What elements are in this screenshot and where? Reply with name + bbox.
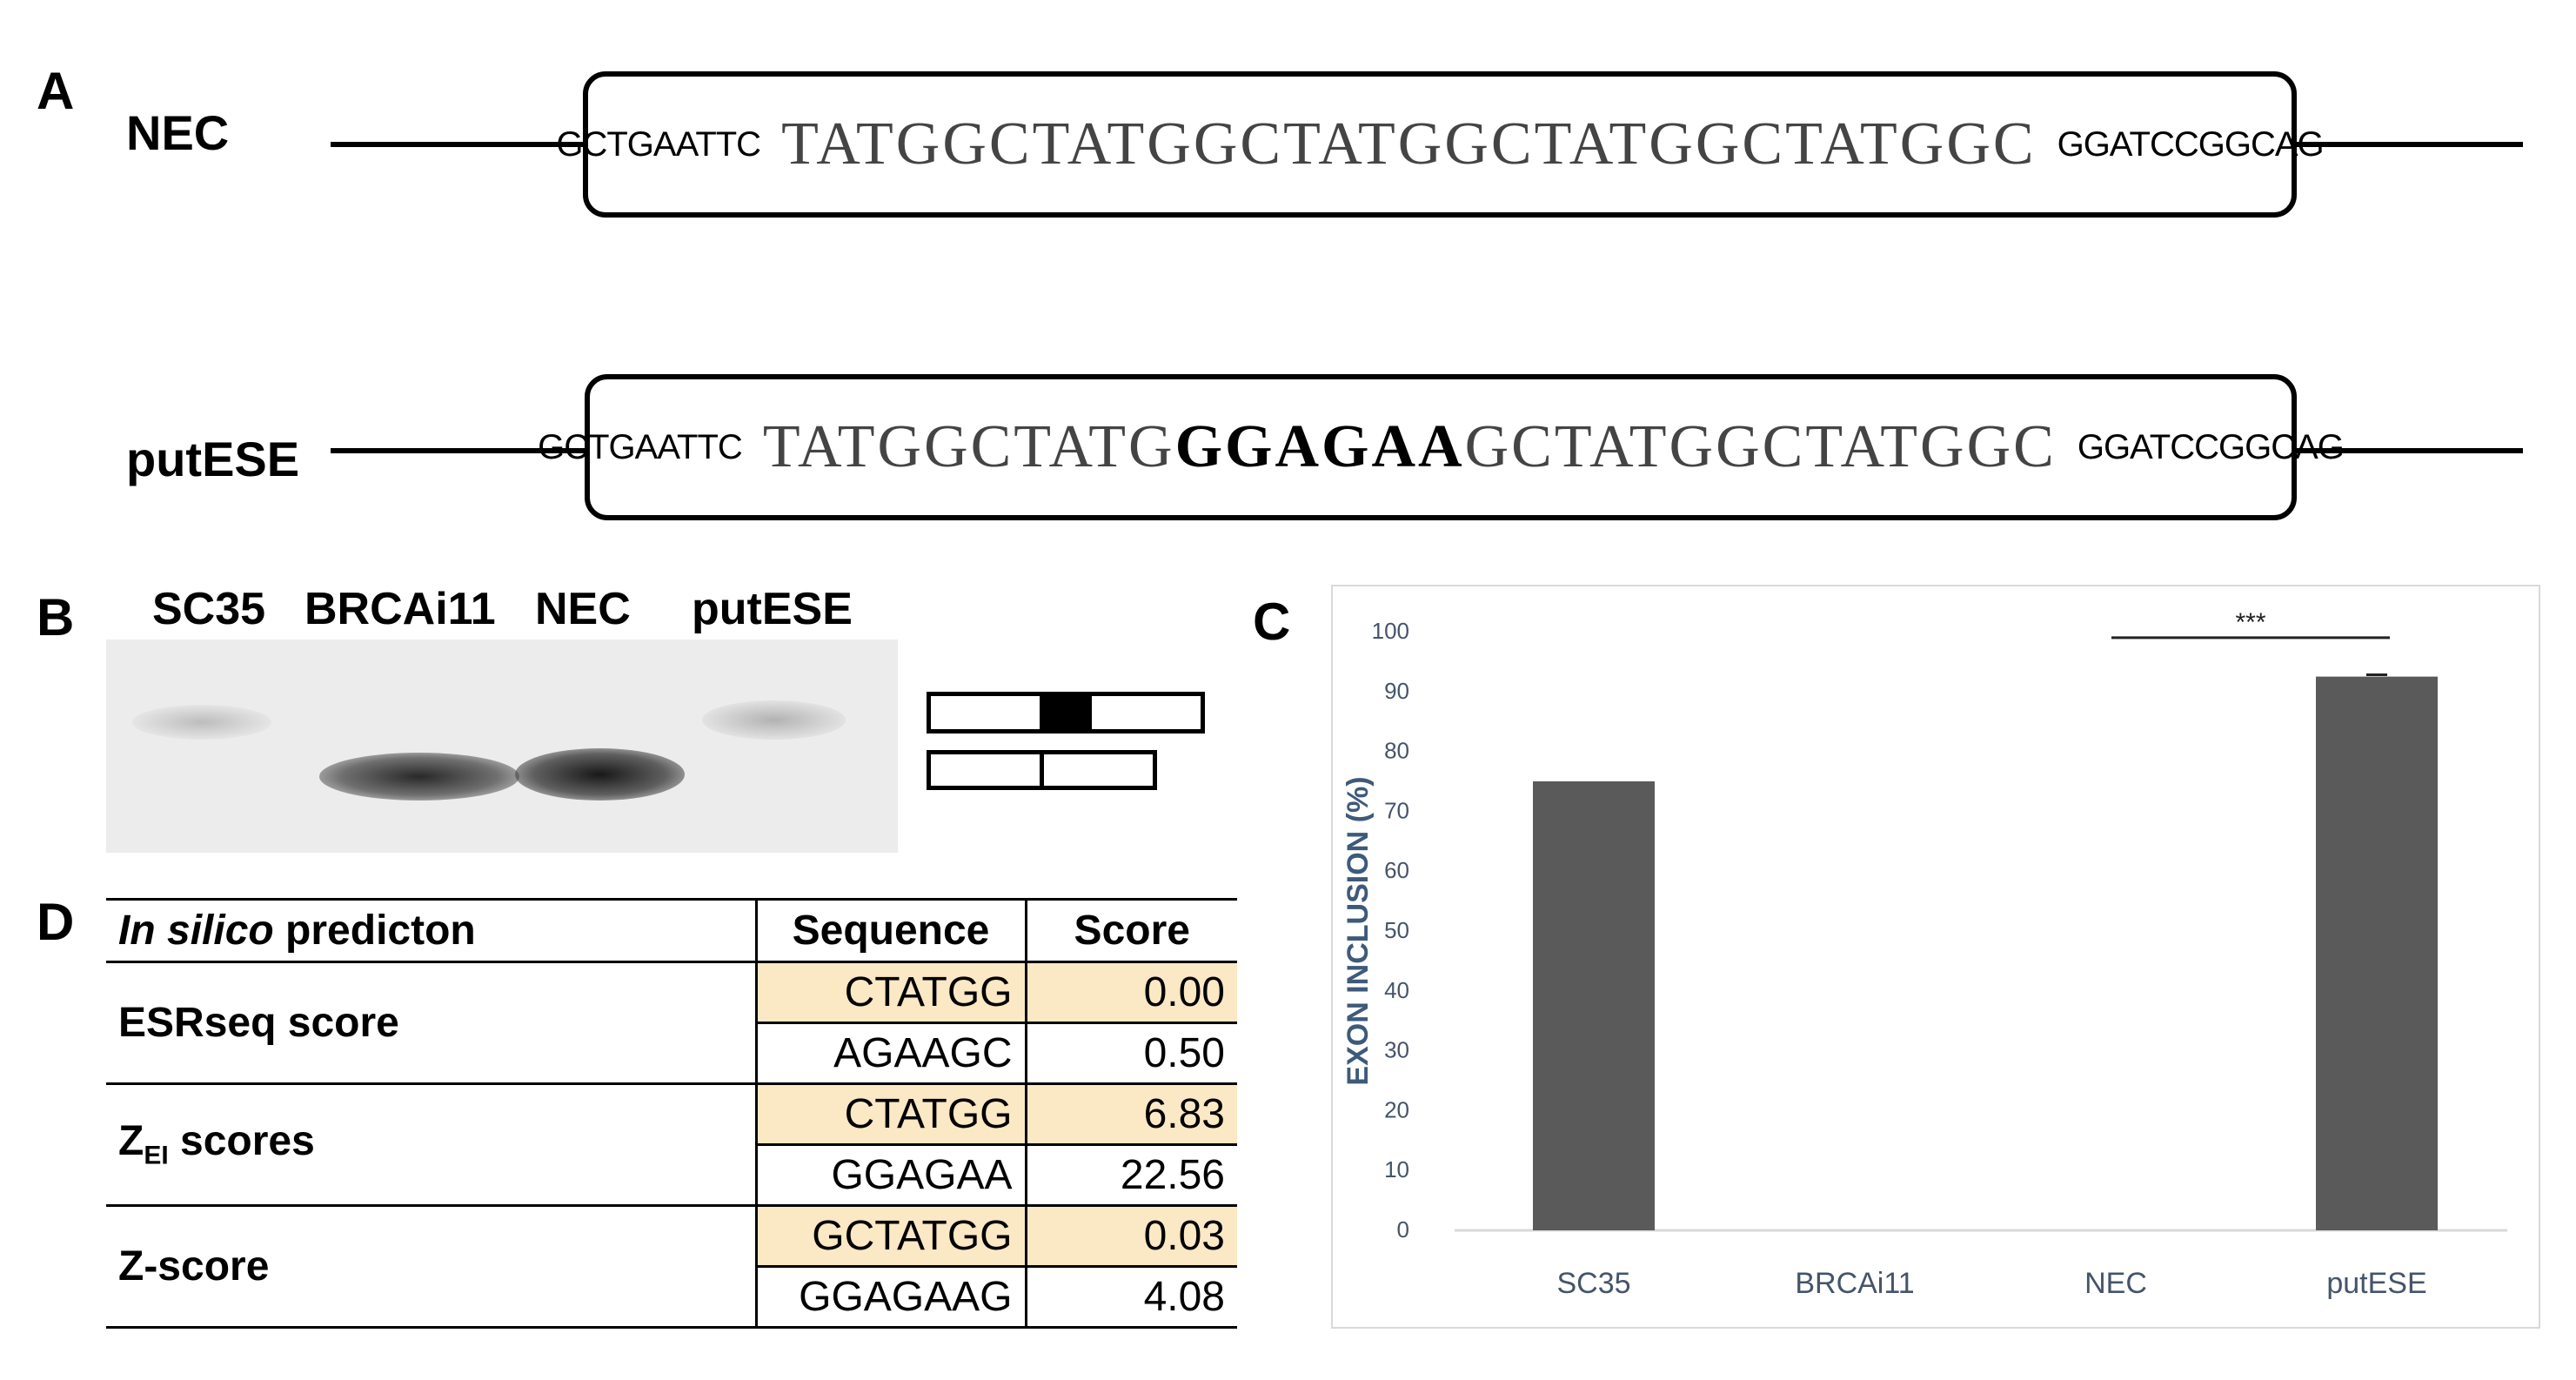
lane-label-brcai11: BRCAi11	[304, 584, 496, 634]
y-tick-label: 20	[1384, 1096, 1409, 1122]
putese-flank-left: GCTGAATTC	[538, 427, 743, 466]
group-label-esrseq: ESRseq score	[106, 961, 756, 1085]
sequence-cell: CTATGG	[754, 961, 1026, 1024]
panel-c-label: C	[1253, 593, 1291, 651]
x-tick-label: SC35	[1556, 1267, 1630, 1300]
score-cell: 6.83	[1024, 1083, 1237, 1146]
table-row: AGAAGC 0.50	[106, 1022, 1237, 1085]
putese-exon-box: GCTGAATTC TATGGCTATGGGAGAAGCTATGGCTATGGC…	[538, 374, 2345, 520]
score-cell: 22.56	[1024, 1144, 1237, 1207]
significance-marker: ***	[2235, 608, 2265, 637]
x-tick-label: putESE	[2326, 1267, 2426, 1300]
y-tick-label: 80	[1384, 738, 1409, 764]
score-cell: 0.50	[1024, 1022, 1237, 1085]
construct-name-putese: putESE	[126, 432, 300, 486]
lane-label-putese: putESE	[692, 584, 853, 634]
nec-flank-left: GCTGAATTC	[556, 124, 761, 164]
prediction-table: In silico predicton Sequence Score ESRse…	[106, 901, 1237, 1329]
header-score: Score	[1024, 901, 1237, 963]
y-tick-label: 60	[1384, 857, 1409, 883]
x-tick-label: BRCAi11	[1795, 1267, 1914, 1300]
table-row: GGAGAAG 4.08	[106, 1266, 1237, 1329]
band-sc35-upper	[132, 705, 271, 740]
bar-putese	[2316, 676, 2438, 1230]
nec-exon-box: GCTGAATTC TATGGCTATGGCTATGGCTATGGCTATGGC…	[556, 71, 2325, 218]
sequence-cell: GGAGAAG	[754, 1266, 1026, 1329]
y-tick-label: 40	[1384, 977, 1409, 1003]
y-tick-label: 50	[1384, 917, 1409, 943]
y-tick-label: 30	[1384, 1037, 1409, 1063]
sequence-cell: CTATGG	[754, 1083, 1026, 1146]
isoform-exon-inclusion-diagram	[927, 692, 1205, 734]
y-tick-label: 100	[1372, 618, 1409, 644]
chart-frame: 0 10 20 30 40 50 60 70 80 90 100 EXON INCLUSION (%)…	[1331, 585, 2540, 1329]
x-tick-label: NEC	[2084, 1267, 2147, 1300]
y-axis-label: EXON INCLUSION (%)	[1342, 776, 1375, 1085]
bar-chart: 0 10 20 30 40 50 60 70 80 90 100 EXON INCLUSION (%)…	[1342, 608, 2507, 1300]
sequence-cell: AGAAGC	[754, 1022, 1026, 1085]
y-tick-label: 70	[1384, 797, 1409, 823]
score-cell: 4.08	[1024, 1266, 1237, 1329]
sequence-cell: GCTATGG	[754, 1205, 1026, 1268]
nec-right-intron-line	[2288, 142, 2523, 147]
score-cell: 0.00	[1024, 961, 1237, 1024]
bar-sc35	[1533, 781, 1655, 1230]
group-label-zei: ZEI scores	[106, 1083, 756, 1207]
panel-a-label: A	[37, 62, 75, 120]
table-row: Z-score GCTATGG 0.03	[106, 1205, 1237, 1329]
putese-left-intron-line	[331, 448, 592, 453]
y-tick-label: 90	[1384, 678, 1409, 704]
band-brcai11-lower	[319, 753, 519, 801]
table-row: ESRseq score CTATGG 0.00	[106, 961, 1237, 1085]
nec-core-sequence: TATGGCTATGGCTATGGCTATGGCTATGGC	[781, 111, 2037, 178]
score-cell: 0.03	[1024, 1205, 1237, 1268]
band-putese-upper	[702, 700, 846, 740]
included-exon-block	[1040, 696, 1092, 729]
y-tick-label: 10	[1384, 1156, 1409, 1182]
table-row: GGAGAA 22.56	[106, 1144, 1237, 1207]
construct-name-nec: NEC	[126, 105, 230, 160]
lane-label-sc35: SC35	[152, 584, 266, 634]
gel-image	[106, 640, 898, 853]
isoform-exon-skipping-diagram	[927, 750, 1157, 790]
putese-right-intron-line	[2288, 448, 2523, 453]
y-tick-label: 0	[1397, 1216, 1409, 1243]
header-prediction: In silico predicton	[106, 901, 756, 963]
panel-d-label: D	[37, 893, 75, 951]
nec-left-intron-line	[331, 142, 592, 147]
lane-label-nec: NEC	[535, 584, 631, 634]
band-nec-lower	[515, 748, 685, 801]
table-row: ZEI scores CTATGG 6.83	[106, 1083, 1237, 1207]
putese-core-sequence: TATGGCTATGGGAGAAGCTATGGCTATGGC	[762, 413, 2057, 480]
putese-inserted-motif: GGAGAA	[1174, 413, 1465, 480]
panel-b-label: B	[37, 588, 75, 646]
putese-flank-right: GGATCCGGCAG	[2077, 427, 2345, 466]
nec-flank-right: GGATCCGGCAG	[2057, 124, 2325, 164]
exon-junction-line	[1040, 754, 1044, 786]
header-sequence: Sequence	[754, 901, 1026, 963]
group-label-zscore: Z-score	[106, 1205, 756, 1329]
table-top-rule	[106, 898, 1237, 901]
sequence-cell: GGAGAA	[754, 1144, 1026, 1207]
table-header-row: In silico predicton Sequence Score	[106, 901, 1237, 963]
